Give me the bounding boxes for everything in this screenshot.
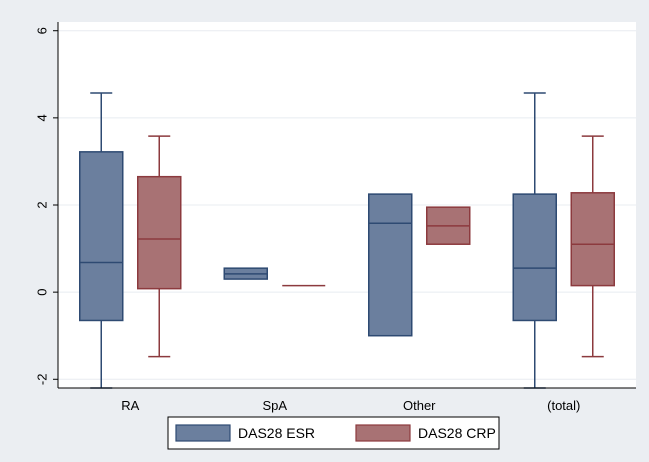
iqr-box (368, 193, 413, 337)
y-tick-label: 6 (35, 27, 50, 34)
legend: DAS28 ESR DAS28 CRP (167, 416, 500, 450)
y-tick-label: -2 (35, 374, 50, 386)
x-category-label-spa: SpA (262, 398, 287, 413)
box-series (79, 92, 615, 389)
box-das28-crp-ra (137, 135, 182, 358)
legend-label-das28-esr: DAS28 ESR (238, 425, 315, 441)
box-das28-esr-other (368, 193, 413, 337)
iqr-box (512, 193, 557, 322)
iqr-box (570, 192, 615, 287)
x-category-label-total: (total) (547, 398, 580, 413)
x-category-label-other: Other (403, 398, 436, 413)
y-axis-ticks: -2 0 2 4 6 (35, 27, 58, 385)
y-tick-label: 0 (35, 289, 50, 296)
box-das28-crp-other (426, 206, 471, 245)
iqr-box (79, 151, 124, 322)
box-das28-esr-total (512, 92, 557, 389)
y-tick-label: 2 (35, 201, 50, 208)
x-category-label-ra: RA (121, 398, 139, 413)
box-das28-esr-spa (223, 267, 268, 280)
iqr-box (137, 175, 182, 290)
legend-swatch-das28-crp (355, 424, 411, 442)
y-tick-label: 4 (35, 114, 50, 121)
box-das28-esr-ra (79, 92, 124, 389)
x-axis-labels: RA SpA Other (total) (121, 398, 580, 413)
box-das28-crp-total (570, 135, 615, 358)
legend-label-das28-crp: DAS28 CRP (418, 425, 496, 441)
legend-swatch-das28-esr (175, 424, 231, 442)
